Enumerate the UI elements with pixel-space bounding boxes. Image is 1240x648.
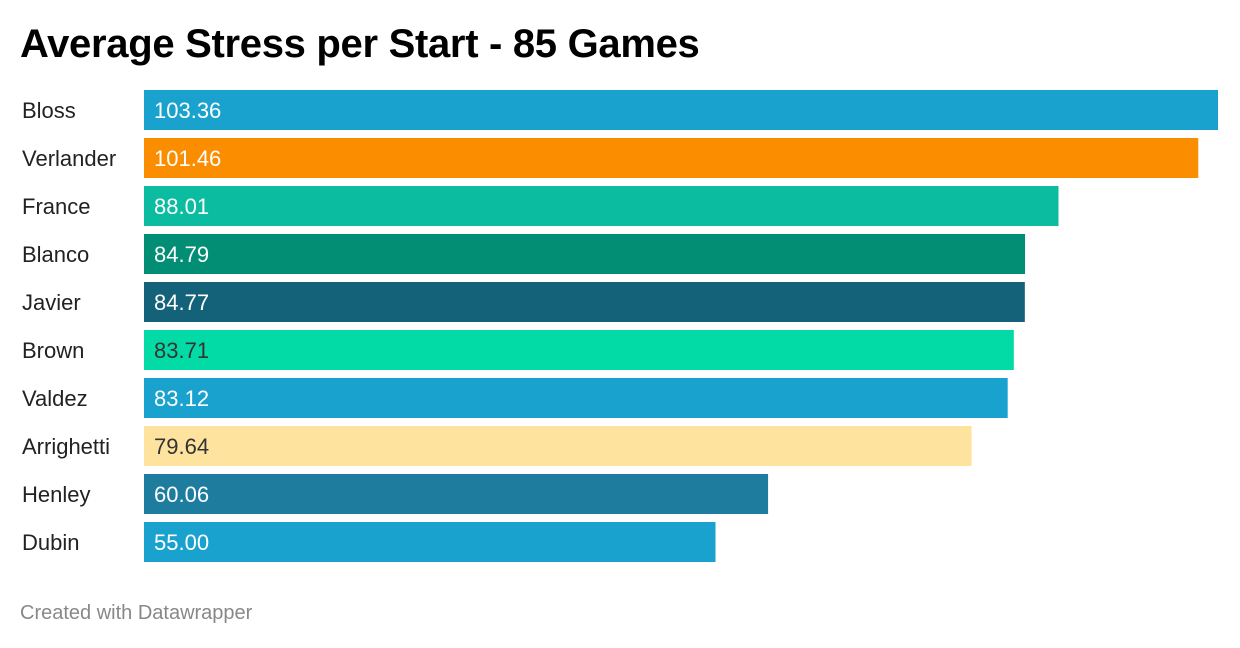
bar xyxy=(144,330,1014,370)
value-label: 101.46 xyxy=(154,146,221,171)
value-label: 55.00 xyxy=(154,530,209,555)
value-label: 83.12 xyxy=(154,386,209,411)
bar xyxy=(144,522,716,562)
value-label: 60.06 xyxy=(154,482,209,507)
chart-title: Average Stress per Start - 85 Games xyxy=(20,22,700,66)
value-label: 88.01 xyxy=(154,194,209,219)
value-label: 103.36 xyxy=(154,98,221,123)
category-label: Javier xyxy=(22,290,81,315)
category-label: Blanco xyxy=(22,242,89,267)
value-label: 83.71 xyxy=(154,338,209,363)
category-label: Bloss xyxy=(22,98,76,123)
value-label: 79.64 xyxy=(154,434,209,459)
category-label: Brown xyxy=(22,338,84,363)
bar xyxy=(144,378,1008,418)
bar xyxy=(144,282,1025,322)
footer-credit: Created with Datawrapper xyxy=(20,602,253,624)
category-label: Arrighetti xyxy=(22,434,110,459)
bar xyxy=(144,474,769,514)
category-label: France xyxy=(22,194,90,219)
bar xyxy=(144,90,1218,130)
value-label: 84.77 xyxy=(154,290,209,315)
category-label: Verlander xyxy=(22,146,116,171)
value-label: 84.79 xyxy=(154,242,209,267)
category-label: Dubin xyxy=(22,530,79,555)
bar-chart: Bloss 103.36 Verlander 101.46 France 88.01 Bla… xyxy=(22,90,1218,562)
bar xyxy=(144,426,972,466)
bar xyxy=(144,138,1199,178)
bar xyxy=(144,186,1059,226)
category-label: Valdez xyxy=(22,386,88,411)
category-label: Henley xyxy=(22,482,90,507)
bar xyxy=(144,234,1026,274)
